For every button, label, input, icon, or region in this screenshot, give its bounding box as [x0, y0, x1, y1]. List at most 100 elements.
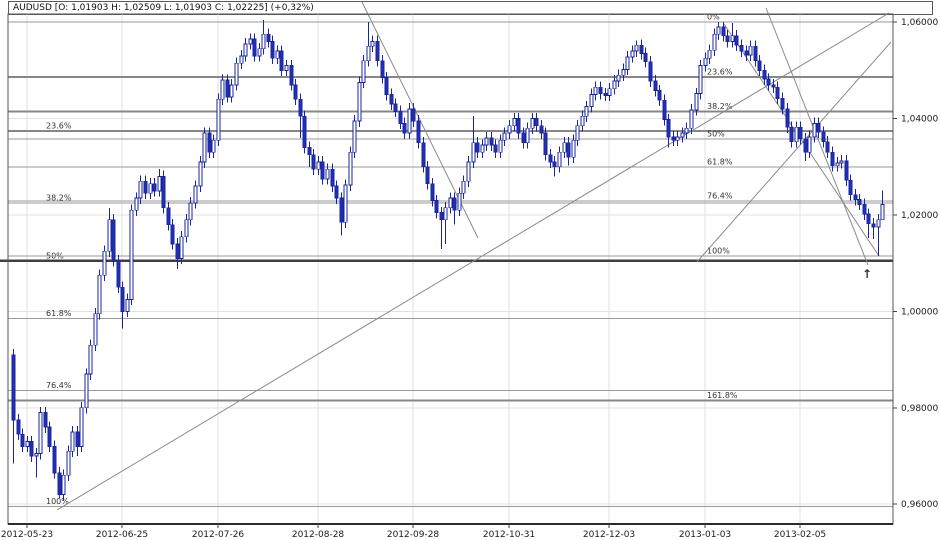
candle[interactable]	[489, 137, 494, 146]
candle[interactable]	[775, 86, 780, 99]
candle[interactable]	[466, 161, 471, 182]
candle[interactable]	[211, 139, 216, 153]
candle[interactable]	[816, 123, 821, 133]
candle[interactable]	[789, 126, 794, 143]
candle[interactable]	[857, 199, 862, 205]
candle[interactable]	[844, 160, 849, 181]
candle[interactable]	[794, 126, 799, 143]
candle[interactable]	[648, 61, 653, 82]
candle[interactable]	[707, 49, 712, 59]
candle[interactable]	[853, 194, 858, 200]
candle[interactable]	[730, 35, 735, 42]
candle[interactable]	[498, 139, 503, 153]
candle[interactable]	[320, 161, 325, 180]
candle[interactable]	[807, 136, 812, 153]
candle[interactable]	[430, 183, 435, 201]
candle[interactable]	[639, 44, 644, 54]
candle[interactable]	[298, 98, 303, 117]
candle[interactable]	[821, 131, 826, 143]
candle[interactable]	[166, 207, 171, 226]
candle[interactable]	[357, 82, 362, 122]
candle[interactable]	[266, 33, 271, 42]
candle[interactable]	[380, 60, 385, 79]
candle[interactable]	[589, 94, 594, 107]
candle[interactable]	[771, 84, 776, 88]
candle[interactable]	[739, 44, 744, 52]
candle[interactable]	[798, 126, 803, 140]
candle[interactable]	[257, 48, 262, 57]
candle[interactable]	[407, 108, 412, 134]
candle[interactable]	[616, 74, 621, 82]
candle[interactable]	[734, 35, 739, 46]
candle[interactable]	[311, 154, 316, 170]
candle[interactable]	[34, 453, 39, 457]
candle[interactable]	[120, 286, 125, 312]
candle[interactable]	[57, 472, 62, 495]
candle[interactable]	[134, 197, 139, 211]
candle[interactable]	[653, 80, 658, 92]
candle[interactable]	[671, 136, 676, 141]
candle[interactable]	[452, 197, 457, 211]
candle[interactable]	[343, 184, 348, 223]
candle[interactable]	[716, 26, 721, 35]
candle[interactable]	[434, 200, 439, 214]
candle[interactable]	[593, 86, 598, 95]
candle[interactable]	[52, 445, 57, 474]
candle[interactable]	[20, 433, 25, 447]
candle[interactable]	[348, 151, 353, 186]
candle[interactable]	[129, 209, 134, 300]
up-arrow-icon[interactable]: ↑	[862, 267, 872, 281]
candle[interactable]	[384, 77, 389, 95]
candle[interactable]	[562, 142, 567, 153]
candle[interactable]	[457, 192, 462, 211]
candle[interactable]	[184, 219, 189, 238]
candle[interactable]	[480, 144, 485, 153]
candle[interactable]	[493, 144, 498, 153]
candle[interactable]	[634, 44, 639, 52]
candle[interactable]	[612, 80, 617, 90]
candle[interactable]	[548, 154, 553, 163]
candle[interactable]	[866, 213, 871, 225]
candle[interactable]	[525, 127, 530, 144]
candle[interactable]	[170, 224, 175, 245]
candle[interactable]	[598, 86, 603, 94]
candle[interactable]	[584, 106, 589, 117]
candle[interactable]	[698, 65, 703, 94]
candle[interactable]	[780, 97, 785, 110]
candle[interactable]	[421, 142, 426, 168]
candles[interactable]	[11, 19, 885, 501]
candle[interactable]	[316, 161, 321, 170]
candle[interactable]	[248, 38, 253, 45]
candle[interactable]	[302, 115, 307, 148]
candle[interactable]	[753, 45, 758, 62]
candle[interactable]	[202, 132, 207, 163]
candle[interactable]	[325, 168, 330, 180]
candle[interactable]	[138, 180, 143, 199]
candle[interactable]	[448, 197, 453, 209]
candle[interactable]	[97, 274, 102, 315]
candle[interactable]	[621, 69, 626, 76]
candle[interactable]	[571, 139, 576, 158]
candle[interactable]	[603, 93, 608, 96]
candle[interactable]	[25, 441, 30, 447]
candle[interactable]	[252, 38, 257, 57]
candle[interactable]	[475, 142, 480, 153]
candle[interactable]	[643, 53, 648, 63]
candle[interactable]	[657, 90, 662, 101]
candle[interactable]	[785, 108, 790, 128]
candle[interactable]	[93, 313, 98, 346]
candle[interactable]	[725, 35, 730, 42]
candle[interactable]	[243, 43, 248, 57]
candle[interactable]	[393, 103, 398, 112]
candle[interactable]	[239, 55, 244, 64]
candle[interactable]	[703, 57, 708, 66]
candle[interactable]	[630, 50, 635, 58]
candle[interactable]	[66, 450, 71, 476]
candle[interactable]	[694, 93, 699, 111]
candle[interactable]	[512, 118, 517, 127]
candle[interactable]	[425, 166, 430, 185]
candle[interactable]	[389, 94, 394, 105]
candle[interactable]	[871, 223, 876, 228]
candle[interactable]	[839, 160, 844, 164]
candle[interactable]	[88, 344, 93, 375]
